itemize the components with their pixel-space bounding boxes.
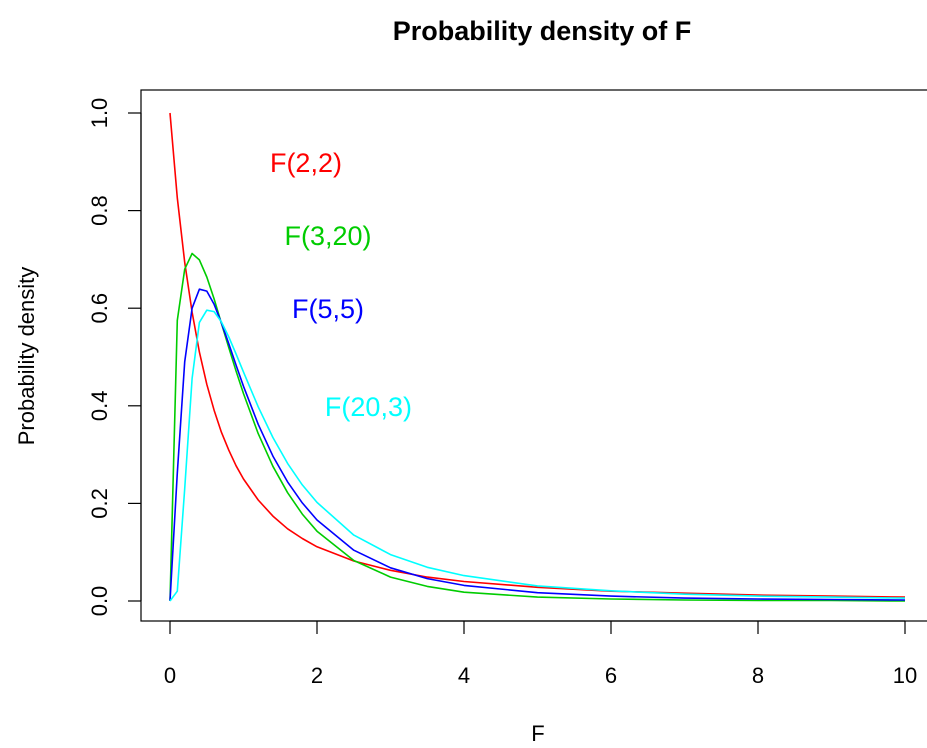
x-axis: 0 2 4 6 8 10 — [164, 620, 917, 688]
series-label-1: F(2,2) — [270, 148, 342, 178]
series-label-2: F(3,20) — [285, 221, 372, 251]
series-lines — [169, 112, 906, 602]
x-tick-label: 6 — [605, 663, 617, 688]
series-labels: F(2,2) F(3,20) F(5,5) F(20,3) — [270, 148, 412, 422]
series-line-1 — [169, 112, 906, 598]
y-tick-label: 0.0 — [87, 586, 112, 617]
chart-title: Probability density of F — [393, 16, 692, 46]
series-label-4: F(20,3) — [325, 392, 412, 422]
series-line-4 — [169, 309, 906, 602]
x-tick-label: 0 — [164, 663, 176, 688]
y-tick-label: 0.2 — [87, 488, 112, 519]
x-tick-label: 2 — [311, 663, 323, 688]
y-tick-label: 0.4 — [87, 391, 112, 422]
y-axis: 0.0 0.2 0.4 0.6 0.8 1.0 — [87, 98, 142, 617]
x-tick-label: 10 — [893, 663, 917, 688]
x-tick-label: 4 — [458, 663, 470, 688]
series-line-2 — [169, 252, 906, 602]
series-line-3 — [169, 288, 906, 602]
x-axis-title: F — [531, 721, 544, 746]
plot-area-frame — [140, 89, 927, 622]
y-axis-title: Probability density — [14, 267, 39, 446]
series-label-3: F(5,5) — [292, 294, 364, 324]
x-tick-label: 8 — [752, 663, 764, 688]
y-tick-label: 0.8 — [87, 195, 112, 226]
y-tick-label: 0.6 — [87, 293, 112, 324]
y-tick-label: 1.0 — [87, 98, 112, 129]
